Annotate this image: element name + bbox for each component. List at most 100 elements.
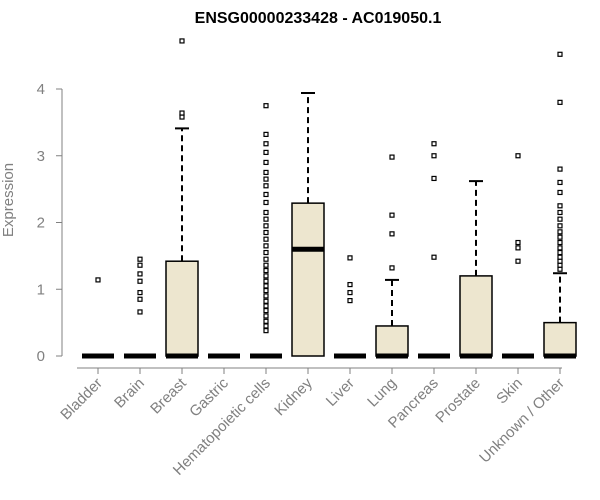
outlier-point [263,141,269,147]
outlier-point [557,216,563,222]
x-tick-label: Bladder [57,375,106,424]
outlier-point [137,271,143,277]
outlier-point [263,262,269,268]
outlier-point [137,262,143,268]
box-rect [291,202,325,357]
box-rect [375,325,409,357]
x-tick-label: Liver [323,375,358,410]
box-group [124,256,156,359]
outlier-point [515,153,521,159]
box-group [291,92,325,357]
outlier-point [179,114,185,120]
outlier-point [263,313,269,319]
outlier-point [263,287,269,294]
x-tick-label: Skin [493,375,526,408]
x-tick-label: Brain [111,375,148,412]
outlier-point [179,38,185,44]
outlier-point [347,281,353,288]
outlier-point [263,243,269,249]
y-tick-label: 4 [37,81,45,98]
outlier-point [557,245,563,251]
outlier-point [515,245,521,251]
outlier-point [557,51,563,57]
y-tick-label: 0 [37,348,45,365]
outlier-point [137,309,143,315]
box-group [82,277,114,359]
outlier-point [263,303,269,309]
outlier-point [263,273,269,279]
outlier-point [263,209,269,216]
box-group [334,255,366,359]
outlier-point [263,318,269,324]
outlier-point [347,297,353,304]
y-tick-label: 3 [37,148,45,165]
outlier-point [263,183,269,189]
outlier-point [263,308,269,314]
outlier-point [515,239,521,246]
outlier-point [557,209,563,216]
outlier-point [137,278,143,284]
outlier-point [557,254,563,260]
y-tick-label: 2 [37,215,45,232]
outlier-point [557,266,563,272]
outlier-point [557,189,563,196]
x-tick-label: Prostate [432,375,484,427]
outlier-point [557,179,563,186]
x-tick-label: Breast [147,374,190,417]
box-rect [459,275,493,357]
outlier-point [515,258,521,264]
outlier-point [263,267,269,274]
box-group [250,103,282,359]
outlier-point [431,254,437,260]
outlier-point [557,262,563,268]
box-group [418,141,450,359]
outlier-point [263,169,269,176]
box-group [543,51,577,359]
y-ticks-group: 0 1 2 3 4 [37,81,62,365]
outlier-point [263,223,269,229]
outlier-point [263,229,269,236]
outlier-point [263,298,269,304]
outlier-point [557,203,563,209]
outlier-point [557,223,563,229]
outlier-point [179,110,185,116]
outlier-point [389,231,395,237]
outlier-point [347,289,353,296]
box-rect [165,260,199,357]
outlier-point [389,212,395,218]
outlier-point [263,278,269,284]
outlier-point [95,277,101,283]
box-group [375,154,409,359]
outlier-point [557,99,563,105]
outlier-point [263,249,269,256]
outlier-point [137,296,143,302]
box-rect [543,321,577,357]
outlier-point [263,159,269,166]
outlier-point [263,131,269,137]
outlier-point [431,141,437,147]
outlier-point [263,293,269,299]
outlier-point [137,256,143,262]
outlier-point [557,166,563,172]
box-group [459,180,493,359]
outlier-point [557,234,563,240]
box-group [502,153,534,359]
outlier-point [137,289,143,296]
outlier-point [389,265,395,271]
outlier-point [557,249,563,256]
chart-title: ENSG00000233428 - AC019050.1 [195,10,442,27]
outlier-point [263,191,269,198]
outlier-point [263,103,269,109]
outlier-point [263,199,269,206]
box-group [165,38,199,359]
outlier-point [389,154,395,160]
outlier-point [263,323,269,329]
outlier-point [263,176,269,182]
outlier-point [263,149,269,156]
x-tick-label: Lung [364,375,400,411]
x-tick-label: Kidney [271,374,316,419]
outlier-point [431,175,437,182]
outlier-point [557,229,563,235]
